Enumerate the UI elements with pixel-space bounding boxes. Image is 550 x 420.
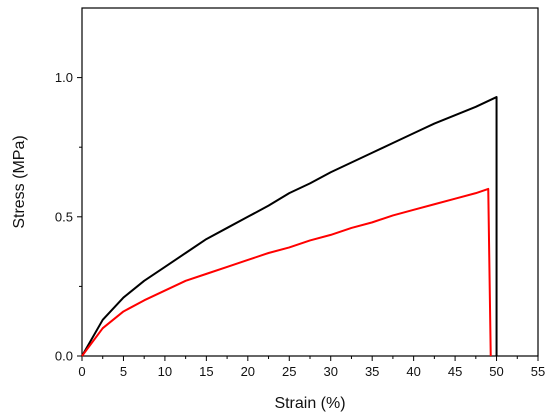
plot-frame <box>81 7 539 357</box>
x-axis-title: Strain (%) <box>274 395 345 412</box>
x-tick-label: 5 <box>120 364 127 379</box>
y-axis-ticks: 0.0 0.5 1.0 <box>55 70 82 364</box>
series-line-red <box>81 187 492 357</box>
plot-border <box>81 7 539 357</box>
x-tick-label: 25 <box>282 364 296 379</box>
series-layer <box>81 96 498 357</box>
y-tick-label: 0.0 <box>55 349 73 364</box>
x-tick-label: 0 <box>78 364 85 379</box>
x-tick-label: 50 <box>489 364 503 379</box>
series-line-black <box>81 96 498 357</box>
x-tick-label: 35 <box>365 364 379 379</box>
x-tick-label: 15 <box>199 364 213 379</box>
x-tick-label: 55 <box>531 364 545 379</box>
y-tick-label: 1.0 <box>55 70 73 85</box>
x-axis-ticks: 0 5 10 15 20 25 30 35 40 45 50 55 <box>78 356 545 379</box>
x-tick-label: 40 <box>406 364 420 379</box>
x-tick-label: 30 <box>323 364 337 379</box>
y-tick-label: 0.5 <box>55 209 73 224</box>
x-tick-label: 10 <box>158 364 172 379</box>
x-tick-label: 20 <box>241 364 255 379</box>
x-tick-label: 45 <box>448 364 462 379</box>
y-axis-title: Stress (MPa) <box>11 135 28 228</box>
